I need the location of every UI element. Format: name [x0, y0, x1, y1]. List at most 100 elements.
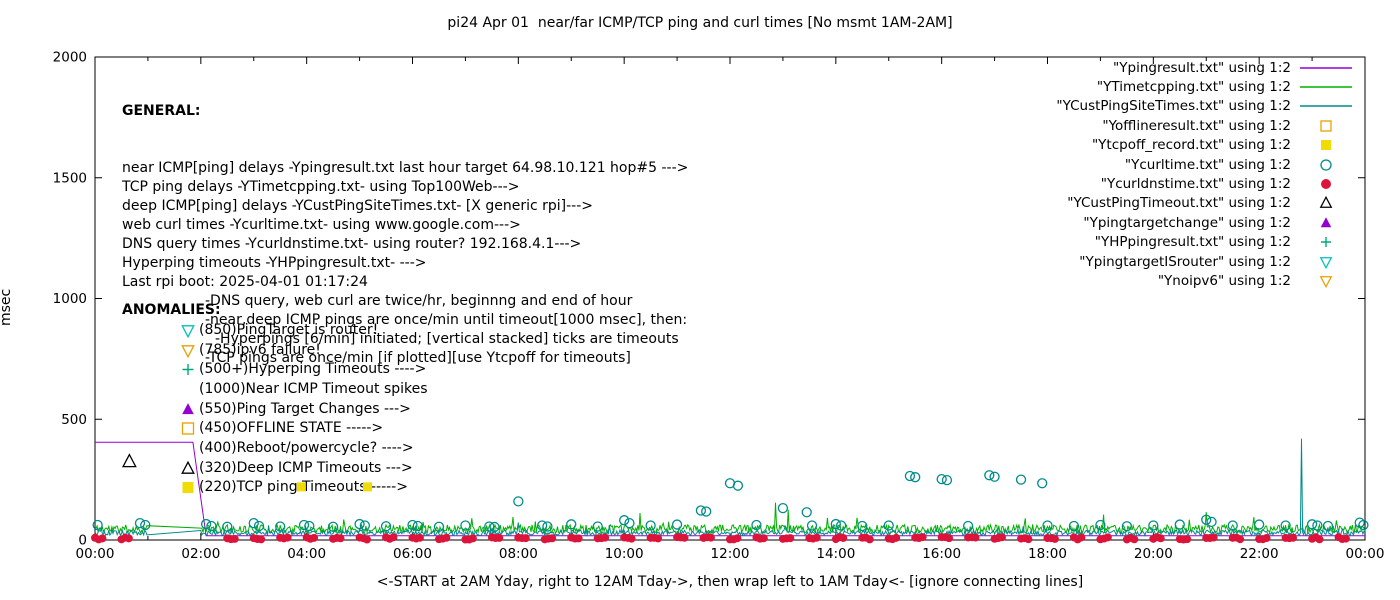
legend-label: "Ynoipv6" using 1:2 [1157, 272, 1291, 289]
triangle-down-open-icon [180, 322, 196, 338]
legend-label: "YCustPingSiteTimes.txt" using 1:2 [1056, 98, 1291, 115]
legend-row: "YHPpingresult.txt" using 1:2 [1056, 233, 1355, 252]
circle-filled-icon [1297, 176, 1355, 192]
x-axis-label: <-START at 2AM Yday, right to 12AM Tday-… [376, 574, 1084, 590]
general-line: web curl times -Ycurltime.txt- using www… [122, 217, 521, 233]
general-header: GENERAL: [122, 103, 201, 119]
anomaly-text: (1000)Near ICMP Timeout spikes [199, 380, 428, 397]
legend-label: "Ypingtargetchange" using 1:2 [1083, 214, 1291, 231]
triangle-up-open-icon [180, 460, 196, 476]
legend-label: "YCustPingTimeout.txt" using 1:2 [1067, 195, 1291, 212]
square-open-icon [180, 420, 196, 436]
general-line: -DNS query, web curl are twice/hr, begin… [205, 293, 633, 309]
legend-row: "Ynoipv6" using 1:2 [1056, 271, 1355, 290]
svg-text:06:00: 06:00 [393, 546, 432, 562]
anomaly-text: (220)TCP ping Timeouts -----> [199, 479, 408, 496]
anomaly-text: (320)Deep ICMP Timeouts ---> [199, 459, 413, 476]
legend-row: "YTimetcpping.txt" using 1:2 [1056, 77, 1355, 96]
anomalies-notes: ANOMALIES: (850)PingTarget is router! (78… [122, 300, 428, 497]
general-line: Last rpi boot: 2025-04-01 01:17:24 [122, 274, 368, 290]
square-filled-icon [1297, 137, 1355, 153]
general-line: -Hyperpings [6/min] initiated; [vertical… [215, 331, 679, 347]
svg-text:20:00: 20:00 [1134, 546, 1173, 562]
legend-label: "Yofflineresult.txt" using 1:2 [1102, 117, 1291, 134]
svg-text:16:00: 16:00 [922, 546, 961, 562]
plus-icon [1297, 234, 1355, 250]
square-open-icon [1297, 118, 1355, 134]
anomaly-row: (500+)Hyperping Timeouts ----> [180, 359, 428, 379]
legend-row: "Ycurldnstime.txt" using 1:2 [1056, 174, 1355, 193]
general-line: TCP ping delays -YTimetcpping.txt- using… [122, 179, 520, 195]
general-line: deep ICMP[ping] delays -YCustPingSiteTim… [122, 198, 593, 214]
triangle-down-open-icon [180, 342, 196, 358]
legend-row: "Ypingresult.txt" using 1:2 [1056, 58, 1355, 77]
line-sample-icon [1297, 60, 1355, 76]
legend-row: "YCustPingSiteTimes.txt" using 1:2 [1056, 97, 1355, 116]
general-line: DNS query times -Ycurldnstime.txt- using… [122, 236, 582, 252]
legend-row: "Ycurltime.txt" using 1:2 [1056, 155, 1355, 174]
anomaly-row: (450)OFFLINE STATE -----> [180, 418, 428, 438]
anomaly-row: (320)Deep ICMP Timeouts ---> [180, 458, 428, 478]
general-line: Hyperping timeouts -YHPpingresult.txt- -… [122, 255, 427, 271]
legend-label: "YTimetcpping.txt" using 1:2 [1096, 79, 1291, 96]
general-line: near ICMP[ping] delays -Ypingresult.txt … [122, 160, 689, 176]
triangle-up-open-icon [1297, 195, 1355, 211]
triangle-down-open-icon [1297, 254, 1355, 270]
anomaly-text: (400)Reboot/powercycle? ----> [199, 439, 414, 456]
anomaly-row: (550)Ping Target Changes ---> [180, 399, 428, 419]
svg-text:1000: 1000 [53, 291, 87, 307]
svg-text:10:00: 10:00 [605, 546, 644, 562]
legend-row: "YCustPingTimeout.txt" using 1:2 [1056, 194, 1355, 213]
general-line: -TCP pings are once/min [if plotted][use… [205, 350, 631, 366]
legend-row: "Ypingtargetchange" using 1:2 [1056, 213, 1355, 232]
general-lines: near ICMP[ping] delays -Ypingresult.txt … [122, 159, 688, 368]
svg-text:08:00: 08:00 [499, 546, 538, 562]
svg-text:18:00: 18:00 [1028, 546, 1067, 562]
plus-icon [180, 361, 196, 377]
line-sample-icon [1297, 98, 1355, 114]
legend-label: "Ycurldnstime.txt" using 1:2 [1100, 176, 1291, 193]
triangle-down-open-icon [1297, 273, 1355, 289]
square-filled-icon [180, 479, 196, 495]
triangle-up-filled-icon [180, 401, 196, 417]
svg-text:02:00: 02:00 [181, 546, 220, 562]
anomalies-header: ANOMALIES: [122, 302, 221, 318]
svg-text:500: 500 [61, 412, 87, 428]
chart-title: pi24 Apr 01 near/far ICMP/TCP ping and c… [447, 15, 953, 31]
anomaly-row: (850)PingTarget is router! [180, 320, 428, 340]
svg-text:2000: 2000 [53, 50, 87, 66]
svg-text:12:00: 12:00 [711, 546, 750, 562]
svg-text:1500: 1500 [53, 170, 87, 186]
legend-label: "Ypingresult.txt" using 1:2 [1113, 59, 1291, 76]
line-sample-icon [1297, 79, 1355, 95]
anomaly-row: (1000)Near ICMP Timeout spikes [180, 379, 428, 399]
legend-label: "YpingtargetISrouter" using 1:2 [1079, 253, 1291, 270]
svg-text:04:00: 04:00 [287, 546, 326, 562]
legend-row: "Ytcpoff_record.txt" using 1:2 [1056, 136, 1355, 155]
general-notes: GENERAL: near ICMP[ping] delays -Ypingre… [122, 64, 688, 406]
legend-label: "YHPpingresult.txt" using 1:2 [1094, 234, 1291, 251]
anomaly-text: (850)PingTarget is router! [199, 321, 379, 338]
legend-label: "Ytcpoff_record.txt" using 1:2 [1091, 137, 1291, 154]
legend-row: "Yofflineresult.txt" using 1:2 [1056, 116, 1355, 135]
legend-label: "Ycurltime.txt" using 1:2 [1124, 156, 1291, 173]
anomaly-rows: (850)PingTarget is router! (785)ipv6 fail… [122, 320, 428, 497]
anomaly-text: (550)Ping Target Changes ---> [199, 400, 411, 417]
anomaly-text: (450)OFFLINE STATE -----> [199, 420, 384, 437]
general-line: -near,deep ICMP pings are once/min until… [205, 312, 688, 328]
anomaly-text: (785)ipv6 failure! [199, 341, 321, 358]
svg-text:22:00: 22:00 [1240, 546, 1279, 562]
circle-open-icon [1297, 157, 1355, 173]
triangle-up-filled-icon [1297, 215, 1355, 231]
svg-text:00:00: 00:00 [76, 546, 115, 562]
legend: "Ypingresult.txt" using 1:2 "YTimetcpping… [1056, 58, 1355, 291]
svg-text:00:00: 00:00 [1346, 546, 1385, 562]
anomaly-row: (400)Reboot/powercycle? ----> [180, 438, 428, 458]
anomaly-row: (785)ipv6 failure! [180, 340, 428, 360]
legend-row: "YpingtargetISrouter" using 1:2 [1056, 252, 1355, 271]
anomaly-text: (500+)Hyperping Timeouts ----> [199, 361, 427, 378]
anomaly-row: (220)TCP ping Timeouts -----> [180, 478, 428, 498]
svg-text:0: 0 [78, 533, 87, 549]
